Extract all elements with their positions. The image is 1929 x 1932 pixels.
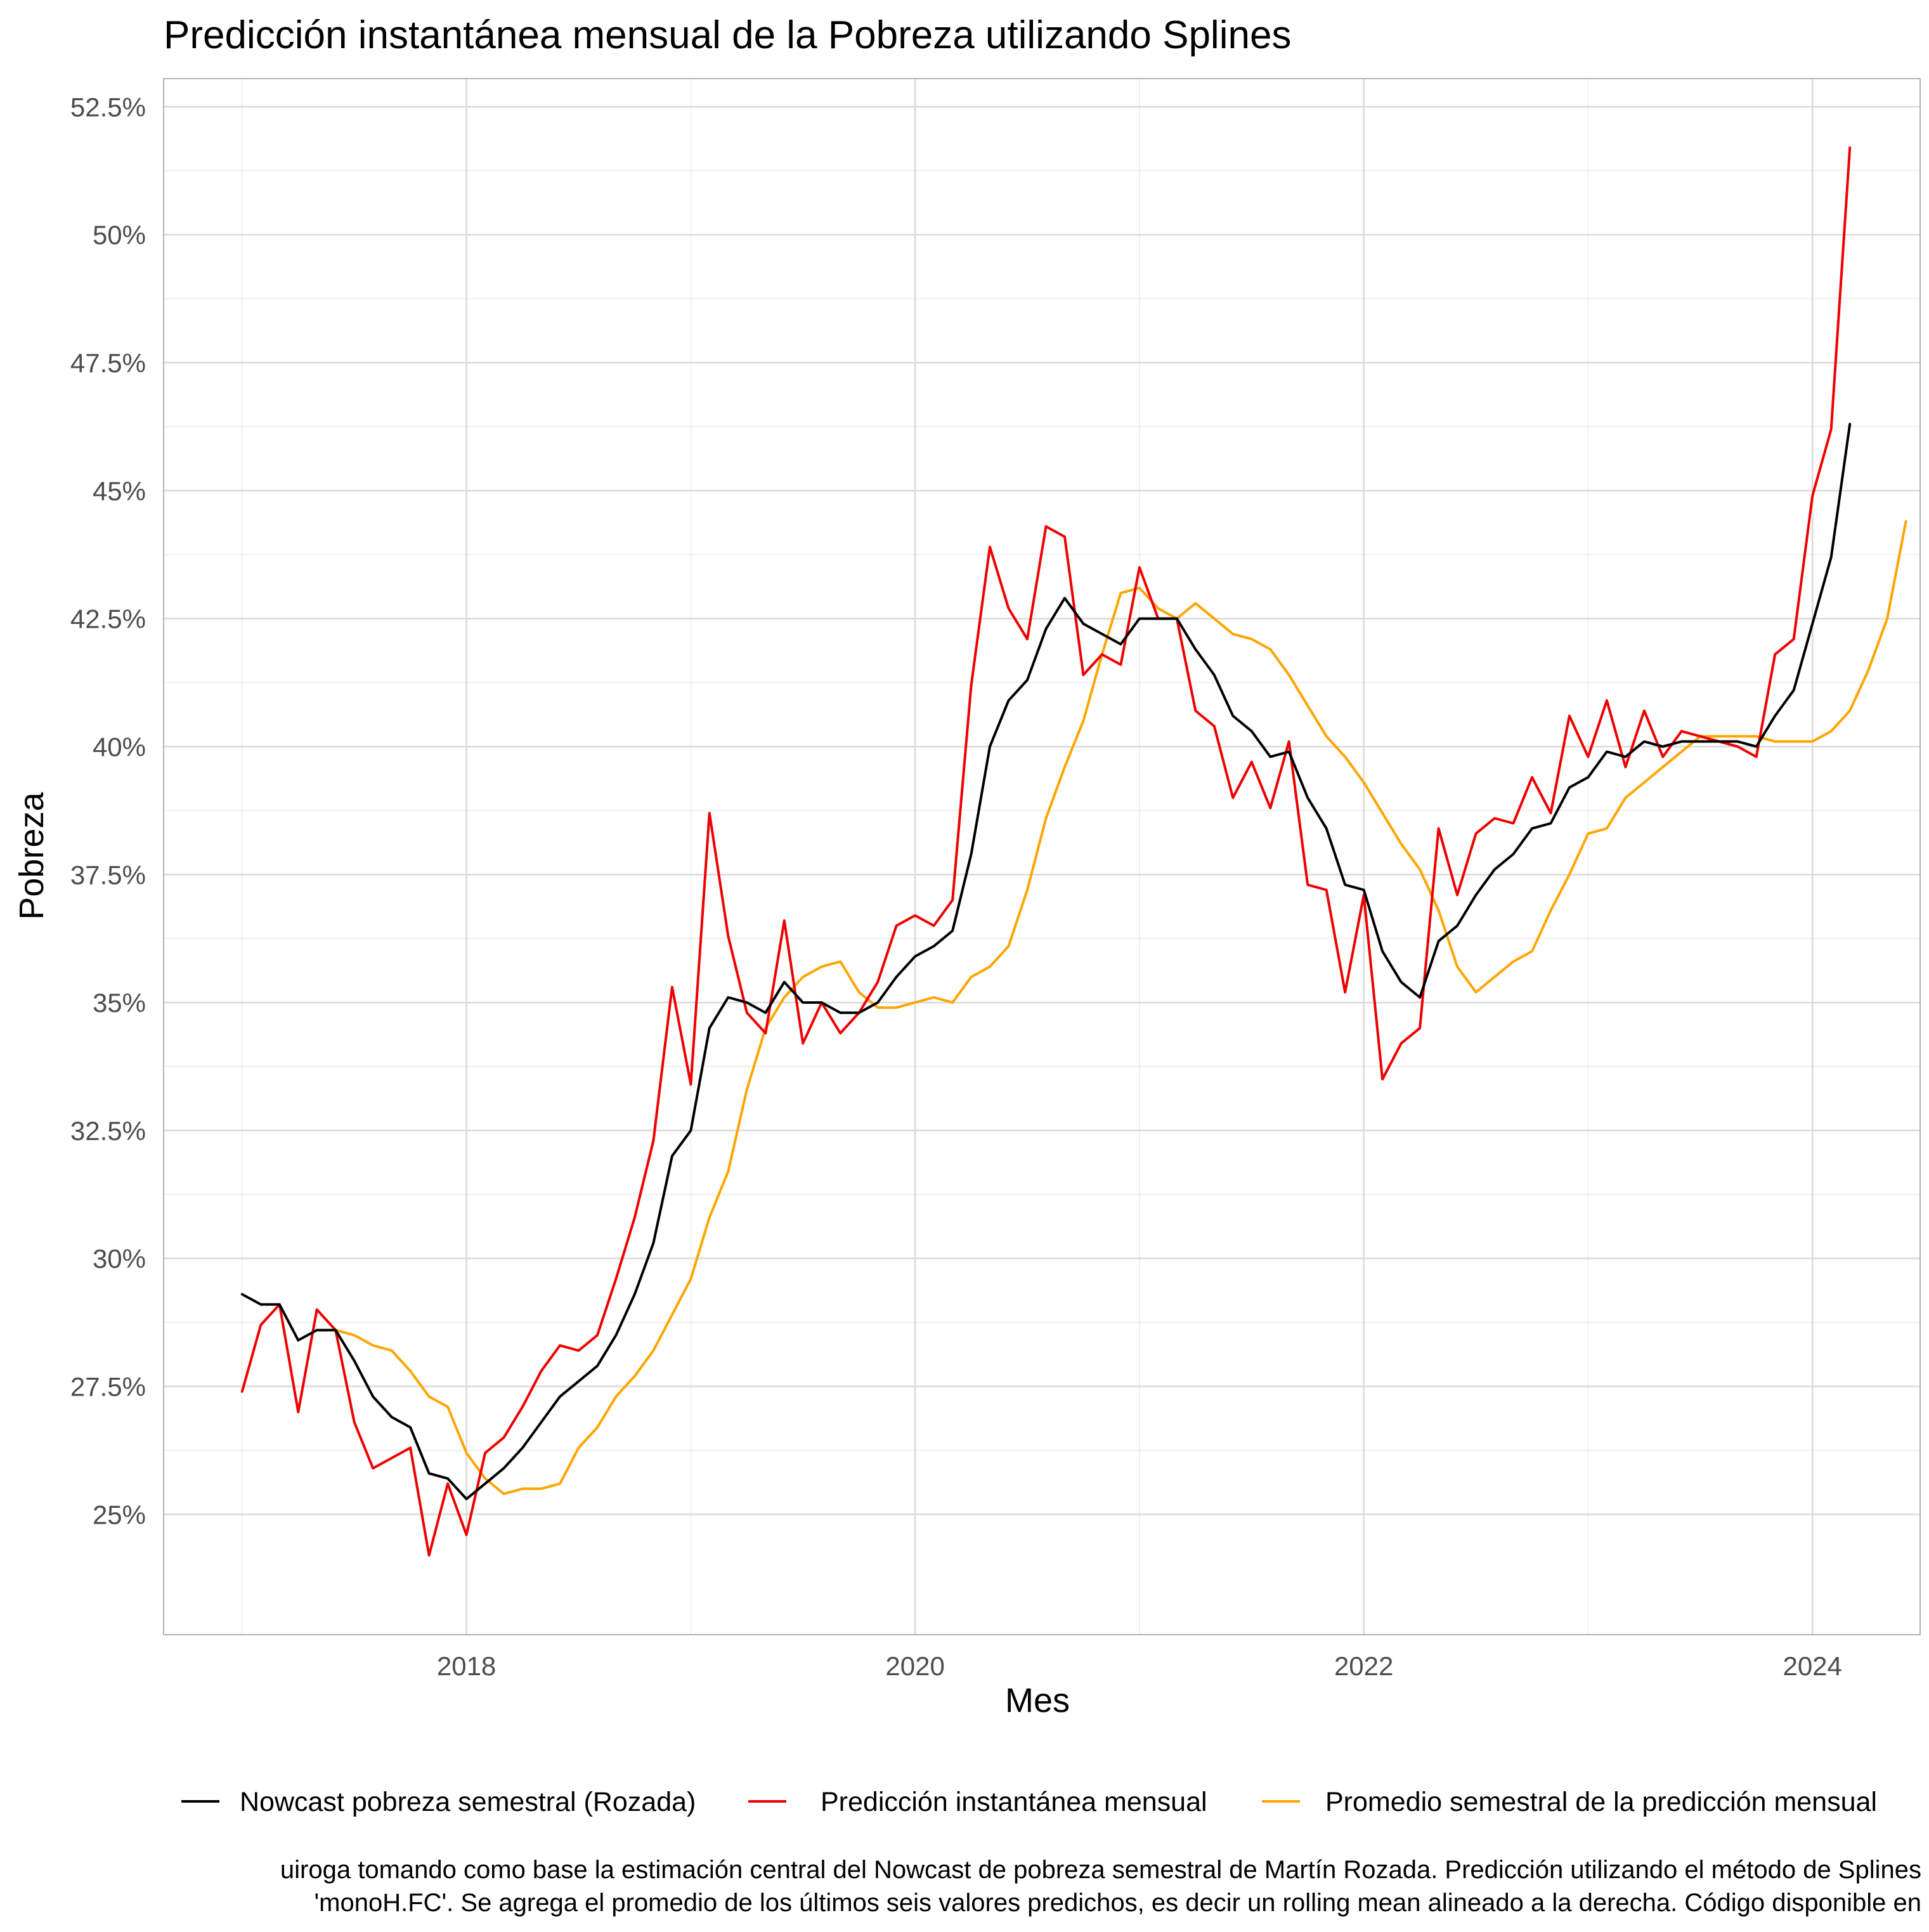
y-tick-label: 42.5% [70,604,146,634]
series-line-0 [240,422,1852,1501]
caption-line-2: 'monoH.FC'. Se agrega el promedio de los… [315,1889,1921,1917]
legend: Nowcast pobreza semestral (Rozada) Predi… [181,1787,1877,1817]
caption-line-1: uiroga tomando como base la estimación c… [280,1856,1921,1884]
y-tick-label: 52.5% [70,92,146,122]
series-lines [240,146,1907,1557]
legend-label-prediccion: Predicción instantánea mensual [821,1787,1207,1817]
grid [164,79,1920,1635]
x-tick-label: 2022 [1334,1651,1393,1681]
y-tick-label: 25% [93,1500,146,1529]
chart-title: Predicción instantánea mensual de la Pob… [164,13,1291,57]
x-axis-ticks: 2018 2020 2022 2024 [437,1651,1842,1681]
x-axis-title: Mes [1005,1682,1070,1720]
y-tick-label: 30% [93,1244,146,1274]
series-line-1 [240,146,1852,1557]
y-tick-label: 27.5% [70,1371,146,1401]
series-line-2 [334,520,1907,1495]
legend-label-nowcast: Nowcast pobreza semestral (Rozada) [240,1787,696,1817]
y-tick-label: 32.5% [70,1116,146,1146]
y-tick-label: 37.5% [70,860,146,890]
x-tick-label: 2024 [1783,1651,1841,1681]
y-tick-label: 50% [93,220,146,250]
y-axis-title: Pobreza [13,791,51,919]
x-tick-label: 2018 [437,1651,496,1681]
legend-label-promedio: Promedio semestral de la predicción mens… [1325,1787,1877,1817]
y-tick-label: 45% [93,476,146,506]
y-tick-label: 47.5% [70,348,146,378]
plot-border [163,78,1921,1635]
x-tick-label: 2020 [885,1651,944,1681]
y-tick-label: 35% [93,988,146,1018]
y-axis-ticks: 25% 27.5% 30% 32.5% 35% 37.5% 40% 42.5% 45% 47.5%… [70,92,146,1529]
y-tick-label: 40% [93,732,146,762]
